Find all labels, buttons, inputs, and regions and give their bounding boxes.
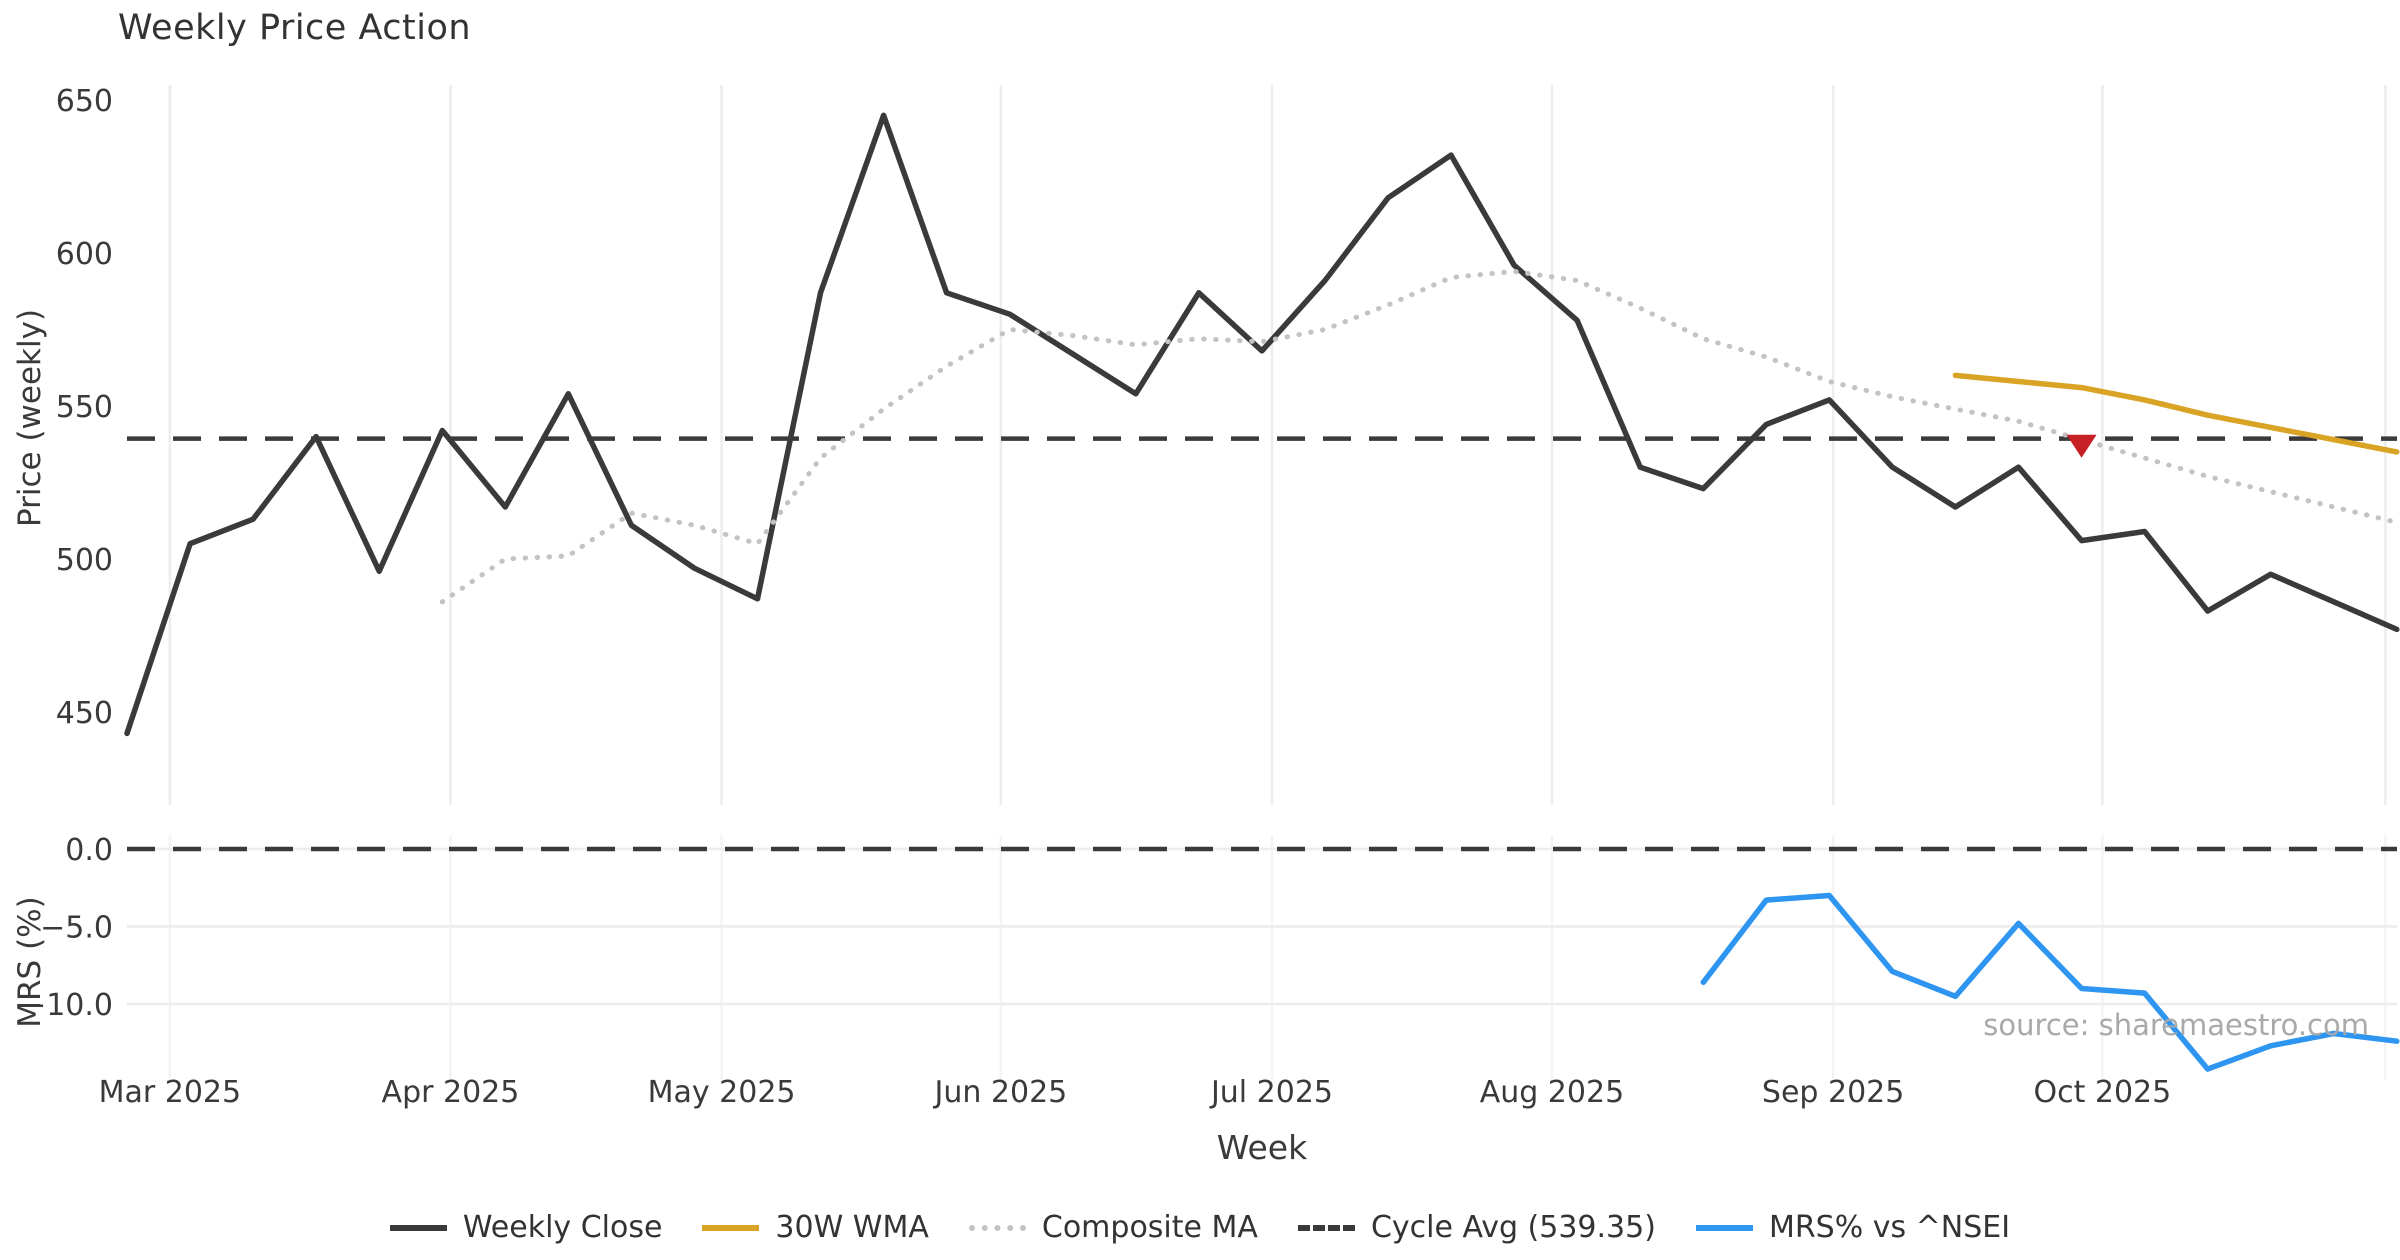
legend-label: Cycle Avg (539.35)	[1370, 1210, 1656, 1245]
series-30w-wma	[1952, 372, 2400, 455]
legend-item: Weekly Close	[389, 1210, 663, 1245]
series-mrs-vs-nsei	[1700, 892, 2400, 1072]
x-tick-label: Sep 2025	[1762, 1075, 1904, 1110]
legend-swatch-solid-icon	[1695, 1224, 1753, 1231]
legend-swatch-solid-icon	[389, 1224, 447, 1231]
cross-down-marker-icon	[2066, 434, 2097, 458]
price-tick-label: 600	[56, 237, 113, 272]
chart-title: Weekly Price Action	[118, 8, 472, 48]
source-watermark: source: sharemaestro.com	[1983, 1008, 2369, 1042]
price-tick-label: 450	[56, 696, 113, 731]
x-tick-label: Apr 2025	[382, 1075, 520, 1110]
legend-label: Composite MA	[1041, 1210, 1258, 1245]
legend-label: 30W WMA	[775, 1210, 929, 1245]
mrs-tick-label: −10.0	[21, 988, 113, 1023]
mrs-axis-title: MRS (%)	[12, 896, 48, 1028]
x-axis-title: Week	[1216, 1128, 1308, 1167]
x-tick-label: Jun 2025	[932, 1075, 1067, 1110]
x-tick-label: Mar 2025	[99, 1075, 242, 1110]
legend-swatch-solid-icon	[702, 1224, 760, 1231]
series-weekly-close	[124, 112, 2400, 737]
mrs-tick-label: 0.0	[65, 833, 113, 868]
mrs-tick-label: −5.0	[40, 911, 113, 946]
legend-item: 30W WMA	[702, 1210, 929, 1245]
x-tick-label: May 2025	[648, 1075, 796, 1110]
x-tick-label: Oct 2025	[2033, 1075, 2171, 1110]
price-tick-label: 500	[56, 543, 113, 578]
price-tick-label: 650	[56, 84, 113, 119]
legend-item: Cycle Avg (539.35)	[1297, 1210, 1656, 1245]
price-tick-label: 550	[56, 390, 113, 425]
legend-item: Composite MA	[968, 1210, 1258, 1245]
legend-swatch-dashed-icon	[1297, 1224, 1355, 1231]
legend: Weekly Close 30W WMA Composite MA Cycle Avg…	[0, 1210, 2400, 1245]
price-axis-title: Price (weekly)	[12, 308, 48, 528]
x-tick-label: Aug 2025	[1480, 1075, 1624, 1110]
x-tick-label: Jul 2025	[1209, 1075, 1333, 1110]
legend-label: Weekly Close	[462, 1210, 663, 1245]
legend-label: MRS% vs ^NSEI	[1768, 1210, 2011, 1245]
legend-swatch-dotted-icon	[968, 1224, 1026, 1231]
legend-item: MRS% vs ^NSEI	[1695, 1210, 2011, 1245]
